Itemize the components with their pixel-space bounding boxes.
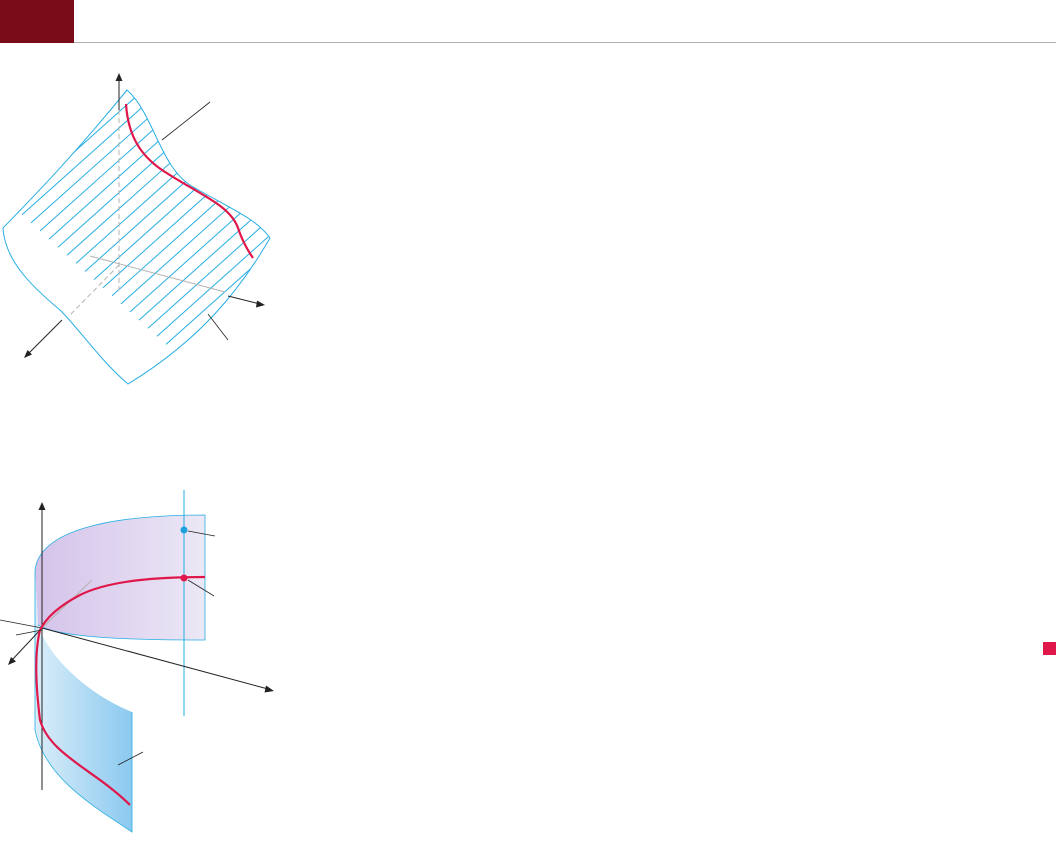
surface-ruling-line — [84, 90, 270, 272]
surface-ruling-line — [0, 60, 231, 61]
origin-leader — [15, 629, 43, 636]
extra-axis-line — [0, 619, 43, 629]
lower-point — [180, 574, 188, 582]
surface-ruling-line — [3, 90, 270, 118]
x-axis-hidden — [69, 264, 120, 316]
x-axis-arrow-icon — [8, 657, 16, 665]
surface-ruling-line — [3, 90, 270, 143]
surface-ruling-line — [12, 90, 270, 208]
surface-ruling-line — [102, 90, 270, 289]
surface-ruling-line — [3, 90, 270, 167]
upper-point — [180, 526, 188, 534]
front-band-surface — [35, 570, 132, 832]
surface-ruling-line — [129, 90, 270, 313]
ruled-surface-figure — [0, 60, 290, 390]
surface-ruling-line — [147, 90, 270, 329]
surface-ruling-line — [201, 90, 270, 378]
x-axis — [27, 319, 63, 355]
y-axis — [41, 627, 269, 690]
surface-ruling-line — [219, 90, 270, 384]
x-axis-hidden — [41, 579, 93, 629]
y-axis-hidden — [89, 255, 226, 293]
surface-ruling-line — [30, 90, 270, 224]
surface-ruling-line — [120, 90, 270, 305]
surface-ruling-line — [111, 90, 270, 297]
band-outline — [34, 514, 206, 641]
surface-ruling-line — [210, 90, 270, 384]
header-rule — [74, 42, 1056, 43]
surface-ruling-line — [57, 90, 270, 248]
surface-ruling-line — [0, 60, 240, 69]
y-axis — [227, 295, 261, 305]
surface-ruling-line — [93, 90, 270, 280]
surface-ruling-line — [3, 90, 270, 127]
curve-leader-line — [161, 101, 211, 141]
surface-ruling-line — [237, 90, 270, 384]
y-axis-arrow-icon — [256, 300, 265, 308]
surface-ruling-line — [138, 90, 270, 321]
surface-ruling-line — [0, 60, 258, 85]
curved-band-figure — [0, 490, 274, 833]
surface-rulings — [0, 60, 290, 390]
z-axis-arrow-icon — [38, 502, 46, 510]
x-axis-arrow-icon — [24, 350, 32, 358]
red-curve — [124, 103, 254, 259]
surface-ruling-line — [3, 90, 270, 191]
surface-ruling-line — [3, 90, 270, 135]
surface-ruling-line — [3, 90, 268, 94]
square-marker-icon — [1043, 642, 1056, 655]
surface-ruling-line — [48, 90, 270, 240]
surface-ruling-line — [283, 110, 290, 390]
surface-ruling-line — [39, 90, 270, 232]
surface-ruling-line — [156, 90, 270, 337]
header-color-block — [0, 0, 74, 43]
y-axis-arrow-icon — [264, 685, 274, 693]
curve-leader-line — [117, 751, 144, 766]
lower-point-leader — [187, 579, 215, 597]
z-axis-arrow-icon — [115, 73, 123, 81]
surface-ruling-line — [174, 90, 270, 353]
surface-ruling-line — [3, 90, 270, 175]
surface-ruling-line — [3, 90, 270, 159]
surface-ruling-line — [274, 102, 290, 390]
surface-ruling-line — [66, 90, 270, 256]
surface-ruling-line — [255, 90, 270, 384]
x-axis — [11, 627, 43, 661]
surface-ruling-line — [3, 90, 270, 102]
surface-outline — [2, 89, 271, 385]
surface-ruling-line — [264, 93, 270, 384]
band-front-outline — [34, 570, 133, 833]
surface-ruling-line — [0, 60, 249, 77]
surface-ruling-line — [21, 90, 270, 216]
surface-ruling-line — [3, 90, 270, 199]
upper-point-leader — [187, 530, 216, 537]
surface-ruling-line — [165, 90, 270, 345]
back-band-surface — [35, 515, 205, 640]
surface-ruling-line — [183, 90, 270, 361]
surface-ruling-line — [3, 90, 270, 110]
surface-leader-line — [207, 313, 229, 341]
